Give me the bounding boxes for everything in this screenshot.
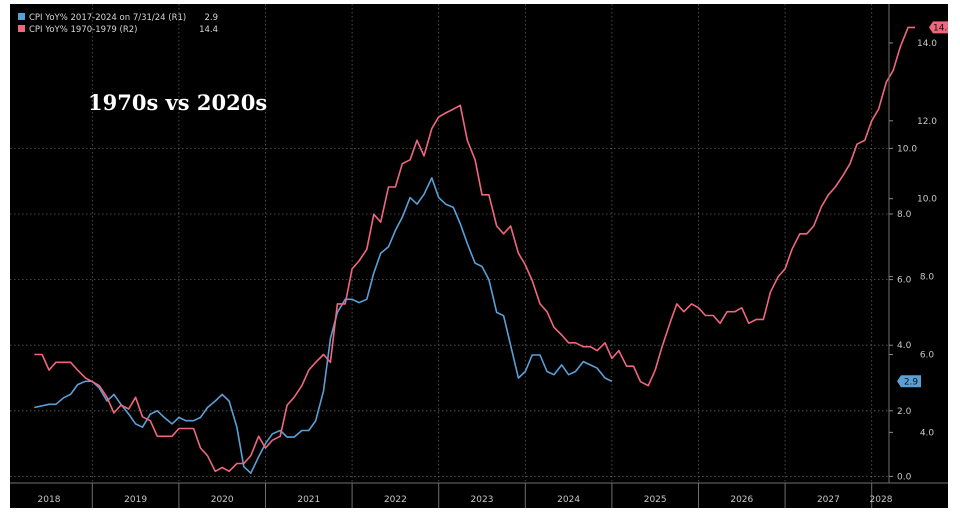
chart-panel: 2018 2019 2020 2021 2022 2023 2024 2025 2026 2027… (10, 4, 948, 508)
axes: 2018 2019 2020 2021 2022 2023 2024 2025 2026 2027… (10, 4, 948, 508)
legend-label-series-1: CPI YoY% 2017-2024 on 7/31/24 (R1) (29, 13, 186, 23)
flag-shape (929, 21, 948, 34)
legend-value-series-2: 14.4 (199, 25, 218, 35)
x-tick-label: 2018 (38, 495, 61, 505)
last-value-flag-1970s: 14.4 (929, 21, 948, 34)
x-tick-label: 2028 (870, 495, 893, 505)
r2-tick-label: 8.0 (920, 273, 935, 283)
x-tick-label: 2026 (730, 495, 753, 505)
r1-tick-label: 8.0 (897, 210, 912, 220)
x-tick-label: 2025 (644, 495, 667, 505)
flag-label: 2.9 (904, 377, 919, 387)
r1-tick-label: 0.0 (897, 472, 912, 482)
legend-swatch-red (18, 25, 25, 32)
r2-tick-label: 10.0 (917, 195, 937, 205)
legend-value-series-1: 2.9 (204, 13, 218, 23)
r2-tick-label: 14.0 (917, 39, 937, 49)
flag-label: 14.4 (933, 23, 948, 33)
cpi-chart: 2018 2019 2020 2021 2022 2023 2024 2025 2026 2027… (10, 4, 948, 508)
flag-shape (897, 375, 921, 388)
r2-tick-label: 12.0 (917, 117, 937, 127)
x-tick-label: 2024 (557, 495, 580, 505)
gridlines (10, 4, 889, 483)
legend-swatch-blue (18, 13, 25, 20)
series-layer (34, 26, 915, 475)
x-tick-label: 2023 (471, 495, 494, 505)
x-tick-label: 2027 (817, 495, 840, 505)
r1-tick-label: 2.0 (897, 407, 912, 417)
series-line-1970s (34, 26, 915, 473)
series-line-2020s (34, 177, 613, 475)
x-tick-label: 2022 (384, 495, 407, 505)
last-value-flag-2020s: 2.9 (897, 375, 921, 388)
chart-title: 1970s vs 2020s (88, 90, 267, 115)
x-tick-label: 2019 (124, 495, 147, 505)
legend: CPI YoY% 2017-2024 on 7/31/24 (R1) 2.9 C… (18, 13, 218, 35)
x-tick-label: 2021 (297, 495, 320, 505)
legend-label-series-2: CPI YoY% 1970-1979 (R2) (29, 25, 137, 35)
r1-tick-label: 10.0 (897, 144, 917, 154)
r1-tick-label: 6.0 (897, 276, 912, 286)
x-tick-label: 2020 (211, 495, 234, 505)
r2-tick-label: 6.0 (920, 350, 935, 360)
r2-tick-label: 4.0 (920, 428, 935, 438)
r1-tick-label: 4.0 (897, 341, 912, 351)
